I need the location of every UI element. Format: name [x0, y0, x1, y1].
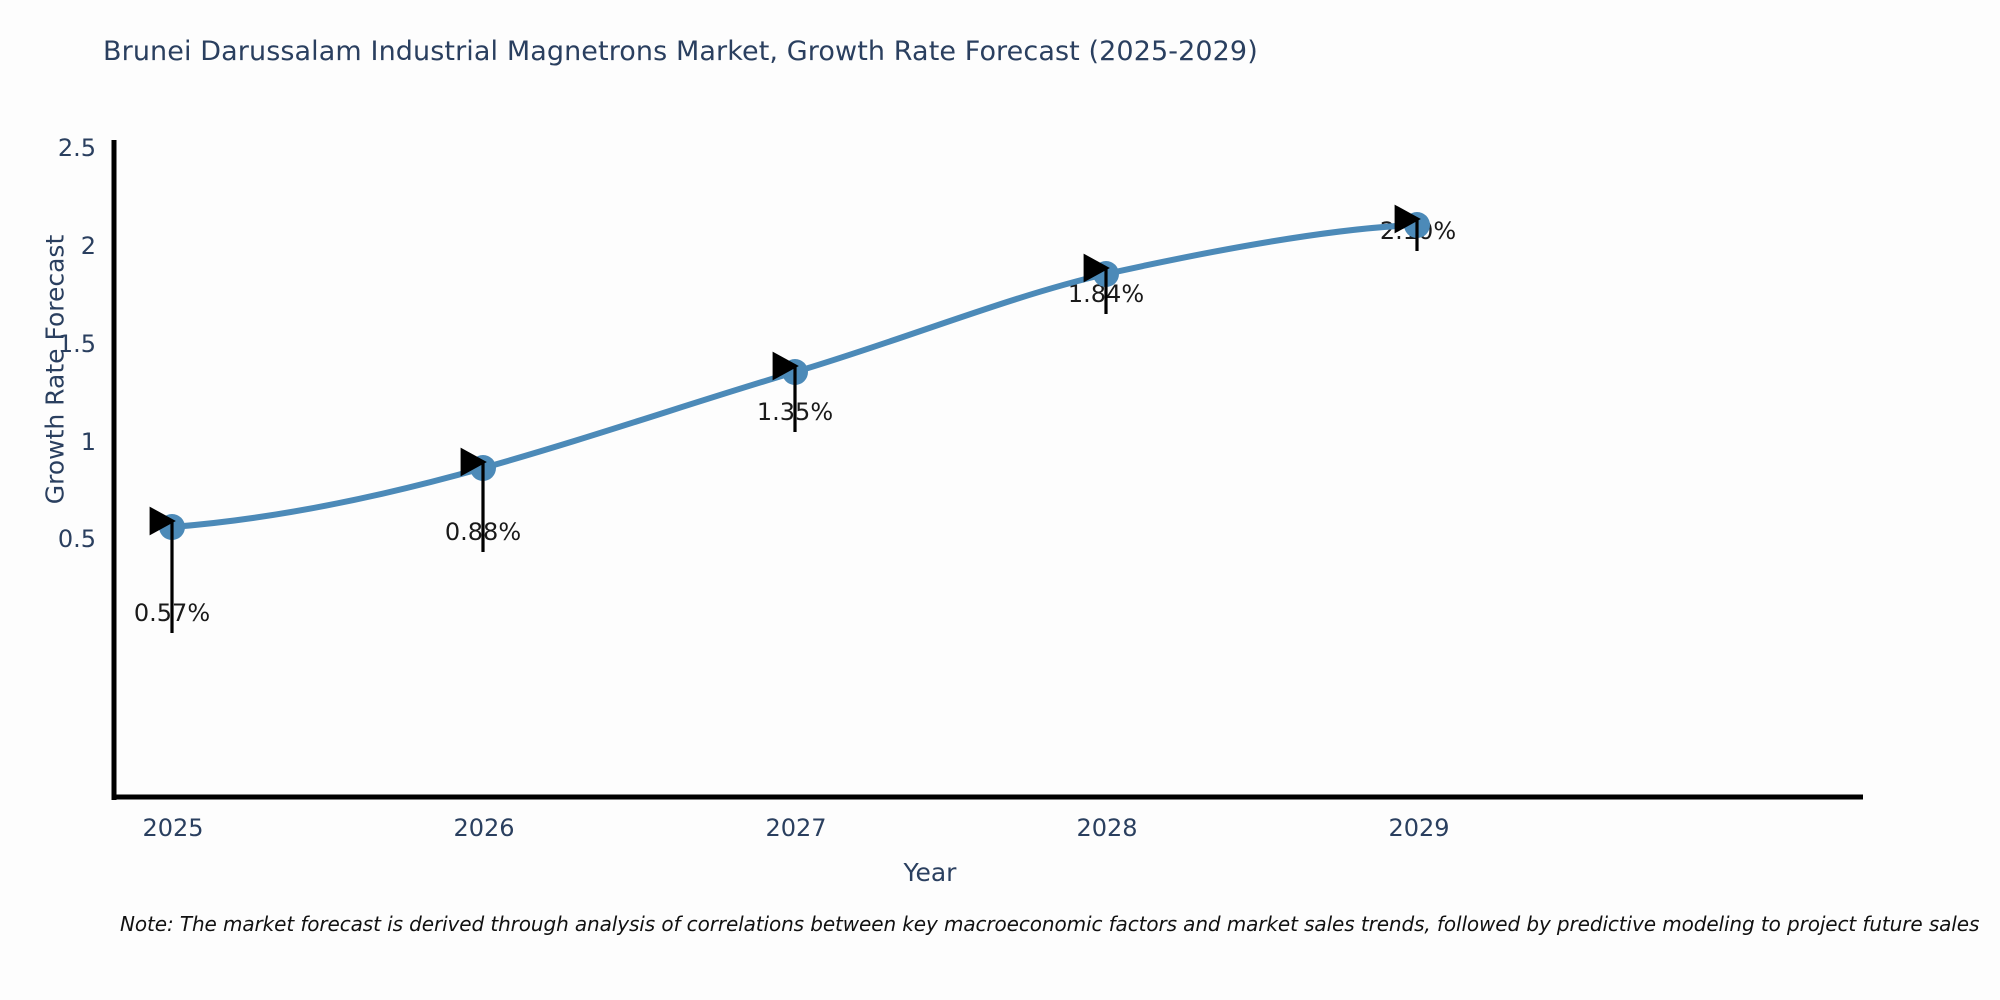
y-tick-label-1: 1	[80, 428, 96, 456]
x-tick-label-2029: 2029	[1388, 814, 1450, 842]
y-tick-label-0_5: 0.5	[57, 525, 96, 553]
x-tick-label-2026: 2026	[453, 814, 515, 842]
y-tick-label-1_5: 1.5	[57, 330, 96, 358]
chart-footnote: Note: The market forecast is derived thr…	[120, 912, 1980, 936]
x-tick-label-2025: 2025	[142, 814, 204, 842]
y-tick-label-2_5: 2.5	[57, 134, 96, 162]
x-tick-label-2028: 2028	[1076, 814, 1138, 842]
x-tick-label-2027: 2027	[765, 814, 827, 842]
y-tick-label-2: 2	[80, 232, 96, 260]
x-axis-title: Year	[903, 858, 957, 887]
chart-title: Brunei Darussalam Industrial Magnetrons …	[103, 36, 1258, 67]
